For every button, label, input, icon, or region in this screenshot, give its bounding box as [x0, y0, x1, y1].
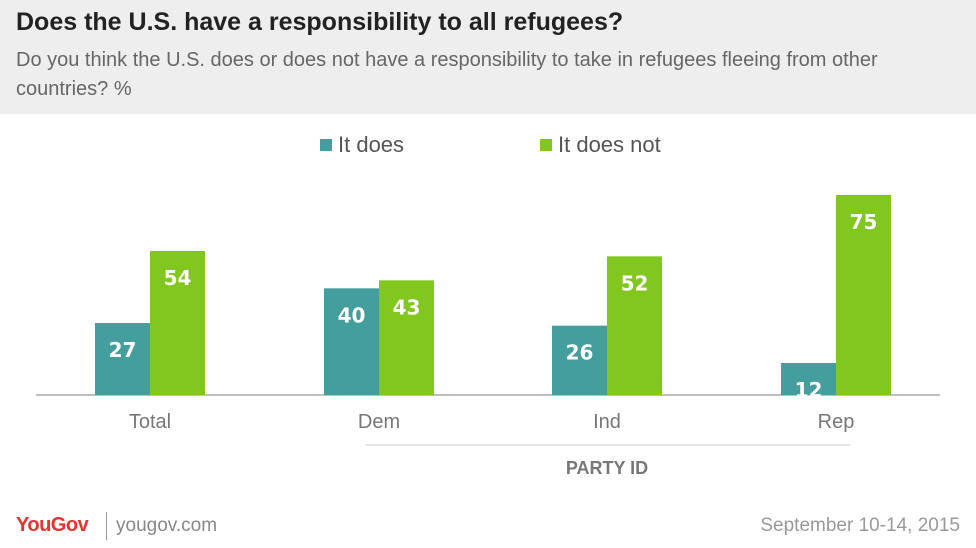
category-label-rep: Rep [818, 411, 855, 433]
yougov-logo: YouGov [16, 514, 89, 536]
chart-title: Does the U.S. have a responsibility to a… [16, 8, 624, 36]
footer-divider [106, 512, 107, 540]
footer-site-link[interactable]: yougov.com [116, 515, 218, 536]
bar-it-does-not-ind [607, 256, 662, 395]
bar-it-does-ind [552, 325, 607, 395]
bar-it-does-not-rep [836, 195, 891, 395]
party-id-group-label: PARTY ID [566, 458, 648, 478]
survey-date: September 10-14, 2015 [760, 515, 960, 536]
data-label-it-does-not-rep: 75 [850, 210, 878, 234]
category-label-total: Total [129, 411, 171, 433]
category-label-ind: Ind [593, 411, 621, 433]
data-label-it-does-ind: 26 [566, 341, 594, 365]
legend: It does It does not [0, 131, 976, 159]
legend-label-it-does: It does [338, 132, 405, 157]
bar-it-does-dem [324, 288, 379, 395]
chart-subtitle: Do you think the U.S. does or does not h… [16, 49, 878, 100]
legend-swatch-it-does-not [540, 139, 552, 151]
data-label-it-does-dem: 40 [338, 303, 366, 327]
data-label-it-does-not-dem: 43 [393, 295, 421, 319]
legend-item-it-does-not: It does not [540, 131, 661, 159]
header-band: Does the U.S. have a responsibility to a… [0, 0, 976, 114]
bar-it-does-rep [781, 363, 836, 395]
data-label-it-does-not-ind: 52 [621, 271, 649, 295]
data-label-it-does-not-total: 54 [164, 266, 192, 290]
legend-label-it-does-not: It does not [558, 132, 661, 157]
data-label-it-does-total: 27 [109, 338, 137, 362]
category-label-dem: Dem [358, 411, 400, 433]
data-label-it-does-rep: 12 [795, 378, 823, 402]
legend-swatch-it-does [320, 139, 332, 151]
bar-it-does-not-total [150, 251, 205, 395]
bar-it-does-not-dem [379, 280, 434, 395]
legend-item-it-does: It does [320, 131, 404, 159]
bar-it-does-total [95, 323, 150, 395]
